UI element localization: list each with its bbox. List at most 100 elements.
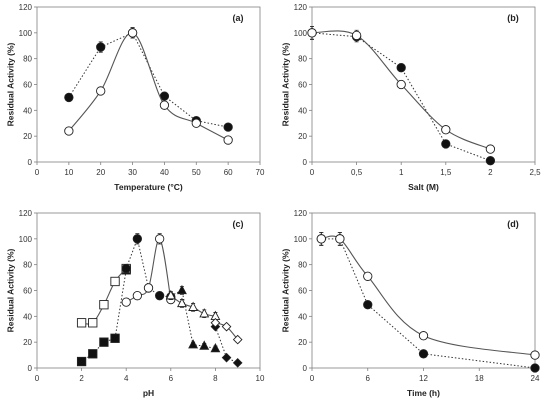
y-tick-label: 0 [28,158,33,167]
x-tick-label: 60 [224,168,233,177]
data-point [154,234,165,244]
x-tick-label: 1 [399,168,404,177]
series-5 [165,290,221,321]
series-line [321,235,536,356]
series-line [68,32,229,128]
x-tick-label: 2,5 [529,168,541,177]
x-tick-label: 0 [35,374,40,383]
data-point [64,92,74,103]
x-tick-label: 6 [169,374,174,383]
data-point [307,28,317,38]
data-point [99,300,109,310]
data-point [110,276,120,287]
plot-frame [311,6,536,163]
data-point [210,342,221,353]
data-point [96,86,106,96]
data-point [221,321,232,332]
x-tick-label: 12 [419,374,428,383]
y-tick-label: 80 [23,261,32,270]
y-tick-label: 120 [294,209,308,218]
x-tick-label: 1,5 [440,168,452,177]
chart-d: 0 20 40 60 80 100 120 0 6 12 18 24 Time (h) Residual … [280,209,540,398]
series-1 [307,25,496,154]
data-point [188,301,199,311]
data-point [199,308,210,318]
x-tick-label: 8 [213,374,218,383]
series-line [125,238,172,303]
x-tick-label: 18 [475,374,484,383]
y-tick-label: 20 [298,132,307,141]
x-tick-label: 4 [124,374,129,383]
x-tick-label: 24 [531,374,540,383]
y-tick-label: 100 [19,29,33,38]
panel-d: 0 20 40 60 80 100 120 0 6 12 18 24 Time (h) Residual … [275,206,550,412]
data-point [132,234,143,244]
data-point [159,100,170,110]
y-tick-label: 80 [23,55,32,64]
y-tick-label: 20 [298,338,307,347]
data-point [143,283,154,293]
chart-b: 0 20 40 60 80 100 120 0 0,5 1 1,5 2 2,5 Salt (M) Resid… [280,3,541,192]
y-tick-label: 100 [294,235,308,244]
y-tick-label: 60 [23,81,32,90]
panel-a: 0 20 40 60 80 100 120 0 10 20 30 40 50 60 70 Temperatur… [0,0,275,206]
y-tick-label: 120 [19,3,33,12]
data-point [441,125,451,135]
y-tick-label: 20 [23,132,32,141]
x-tick-label: 70 [256,168,265,177]
x-tick-label: 0 [310,374,315,383]
series-7 [210,317,243,345]
x-axis-label: Salt (M) [408,182,439,192]
data-point [418,331,429,341]
data-point [132,291,143,301]
chart-c: 0 20 40 60 80 100 120 0 2 4 6 8 10 pH Residual Activit… [5,209,265,398]
data-point [441,139,451,149]
x-tick-label: 10 [64,168,73,177]
data-point [165,290,176,300]
data-point [121,297,131,307]
data-point [221,352,232,363]
x-axis-label: Time (h) [407,388,440,398]
x-tick-label: 6 [366,374,371,383]
x-tick-label: 20 [96,168,105,177]
plot-frame [311,212,536,369]
data-point [223,122,233,132]
y-axis-label: Residual Activity (%) [280,248,290,332]
y-axis-label: Residual Activity (%) [280,42,290,126]
data-point [96,42,106,52]
data-point [485,156,496,166]
data-point [88,349,98,359]
y-axis-label: Residual Activity (%) [5,42,15,126]
data-point [76,356,87,367]
x-tick-label: 50 [192,168,201,177]
panel-label: (a) [233,13,244,23]
x-axis-label: Temperature (°C) [114,182,183,192]
y-tick-label: 40 [298,312,307,321]
y-tick-label: 60 [298,81,307,90]
series-line [68,32,229,141]
y-tick-label: 100 [19,235,33,244]
x-tick-label: 0 [35,168,40,177]
series-line [311,30,491,150]
panel-label: (d) [507,219,519,229]
chart-a: 0 20 40 60 80 100 120 0 10 20 30 40 50 60 70 Temperatur… [5,3,265,192]
panel-c: 0 20 40 60 80 100 120 0 2 4 6 8 10 pH Residual Activit… [0,206,275,412]
data-point [76,318,87,328]
data-point [188,339,199,349]
data-point [232,334,243,345]
data-point [418,349,429,359]
data-point [485,144,496,154]
data-point [177,284,187,295]
x-tick-label: 40 [160,168,169,177]
x-tick-label: 10 [256,374,265,383]
data-point [64,126,74,136]
y-tick-label: 120 [19,209,33,218]
series-0 [64,27,233,132]
y-tick-label: 40 [23,106,32,115]
data-point [127,28,138,38]
panel-label: (c) [233,219,244,229]
x-tick-label: 2 [488,168,493,177]
data-point [210,317,221,328]
series-1 [64,27,233,145]
